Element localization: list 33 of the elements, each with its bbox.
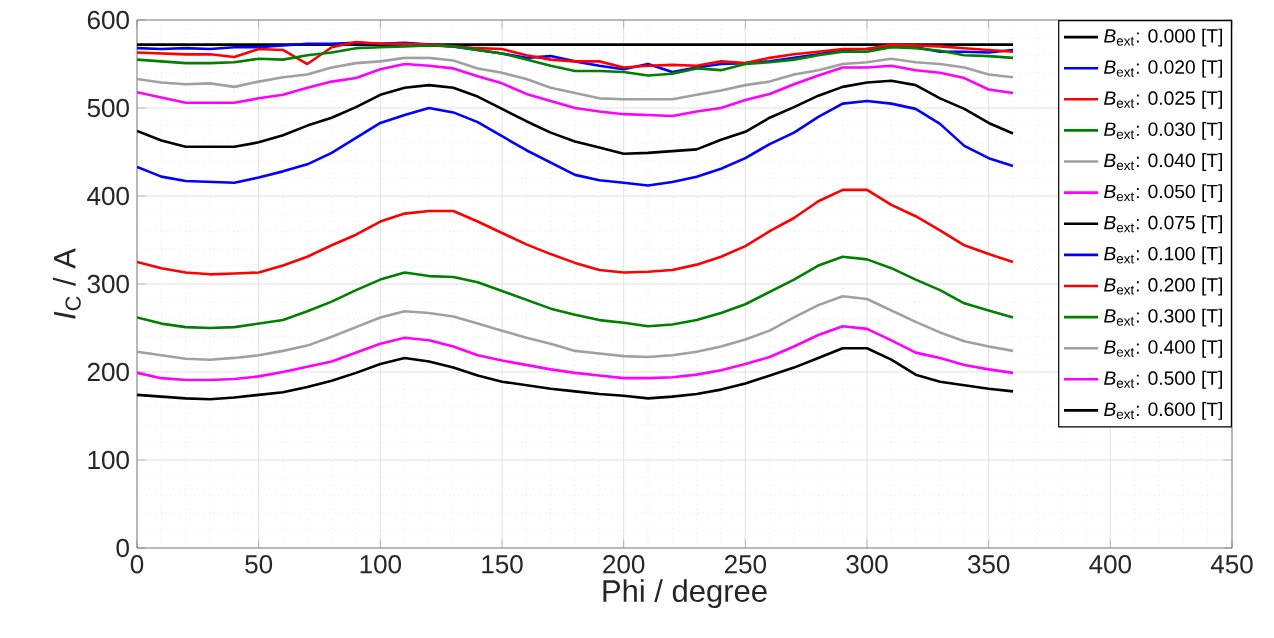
line-series — [137, 188, 1015, 276]
x-tick-label: 250 — [724, 555, 767, 574]
x-tick-label: 50 — [245, 555, 273, 574]
legend-label: B$_{ext}$: 0.075 [T] — [1104, 215, 1223, 234]
legend-label: B$_{ext}$: 0.400 [T] — [1104, 339, 1223, 358]
legend-label: B$_{ext}$: 0.500 [T] — [1104, 370, 1223, 389]
x-axis-title: Phi / degree — [603, 579, 767, 609]
y-tick-label: 100 — [88, 450, 129, 470]
x-tick-label: 150 — [482, 555, 523, 574]
x-tick-label: 0 — [130, 555, 144, 574]
legend-label: B$_{ext}$: 0.600 [T] — [1104, 401, 1223, 420]
text: B$_{ext}$: 0.000 [T] — [1104, 28, 1223, 47]
x-tick-label: 200 — [603, 555, 645, 574]
x-tick-label: 350 — [967, 555, 1010, 574]
y-tick-label: 500 — [87, 98, 129, 118]
legend-label: B$_{ext}$: 0.200 [T] — [1104, 277, 1223, 296]
legend-label: B$_{ext}$: 0.100 [T] — [1104, 246, 1223, 265]
y-tick-label: 400 — [87, 186, 129, 206]
legend-label: B$_{ext}$: 0.030 [T] — [1104, 121, 1223, 140]
y-tick-label: 600 — [87, 10, 129, 30]
y-tick-label: 200 — [87, 362, 129, 382]
y-tick-label: 300 — [87, 274, 129, 294]
y-axis-title: I$_{C}$ / A — [52, 248, 81, 319]
x-tick-label: 400 — [1089, 555, 1132, 574]
x-tick-label: 300 — [846, 555, 888, 574]
y-tick-label: 0 — [116, 538, 129, 558]
legend-label: B$_{ext}$: 0.300 [T] — [1104, 308, 1223, 327]
x-tick-label: 450 — [1210, 555, 1253, 574]
legend-label: B$_{ext}$: 0.050 [T] — [1104, 184, 1223, 203]
legend-label: B$_{ext}$: 0.025 [T] — [1104, 90, 1223, 109]
legend-label: B$_{ext}$: 0.020 [T] — [1104, 59, 1223, 78]
x-tick-label: 100 — [360, 555, 402, 574]
legend-label: B$_{ext}$: 0.040 [T] — [1104, 153, 1223, 171]
